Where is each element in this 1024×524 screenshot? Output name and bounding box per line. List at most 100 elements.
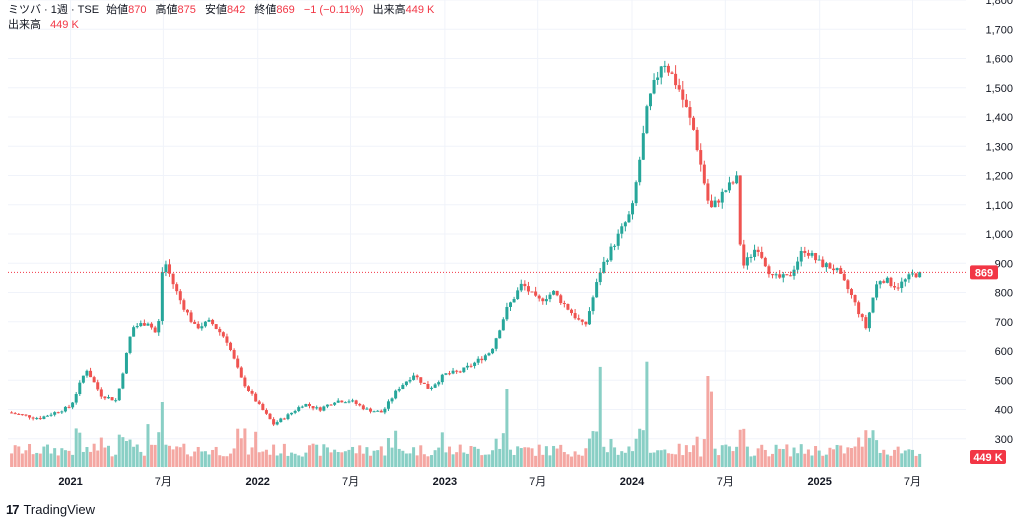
candle-body — [408, 379, 412, 382]
candle-body — [17, 413, 21, 415]
candle-body — [641, 133, 645, 160]
candle-body — [771, 274, 775, 276]
volume-bar — [419, 445, 423, 467]
candle-body — [587, 311, 591, 325]
volume-bar — [487, 454, 491, 467]
symbol-label[interactable]: ミツバ · 1週 · TSE — [8, 4, 100, 16]
candle-body — [78, 382, 82, 395]
volume-bar — [444, 452, 448, 467]
candle-body — [451, 370, 455, 374]
candle-body — [731, 182, 735, 184]
candle-body — [236, 358, 240, 368]
candle-body — [81, 375, 85, 383]
volume-bar — [638, 428, 642, 467]
volume-bar — [875, 440, 879, 467]
candle-body — [659, 66, 663, 78]
volume-bar — [110, 456, 114, 467]
volume-bar — [688, 452, 692, 467]
volume-bar — [684, 445, 688, 467]
volume-bar — [214, 446, 218, 467]
candle-body — [706, 183, 710, 201]
candle-body — [871, 297, 875, 313]
candle-body — [907, 274, 911, 280]
volume-bar — [56, 455, 60, 467]
candle-body — [157, 321, 161, 333]
candle-body — [146, 323, 150, 326]
time-axis[interactable]: 2021 7月 2022 7月 2023 7月 2024 7月 2025 7月 — [58, 476, 921, 488]
y-tick-label: 1,400 — [985, 112, 1013, 124]
candle-body — [853, 295, 857, 303]
candle-body — [175, 284, 179, 292]
volume-bar — [42, 446, 46, 467]
low-label: 安値 — [204, 4, 227, 16]
candle-body — [422, 382, 426, 384]
volume-bar — [627, 446, 631, 467]
candle-body — [846, 280, 850, 290]
volume-bar — [663, 449, 667, 467]
tradingview-brand[interactable]: 17 TradingView — [6, 500, 95, 518]
volume-bar — [160, 402, 164, 467]
candle-body — [246, 386, 250, 391]
volume-bar — [412, 447, 416, 467]
candle-body — [670, 72, 674, 74]
volume-bar — [910, 449, 914, 467]
volume-bars — [10, 361, 922, 467]
candle-body — [530, 291, 534, 293]
candle-body — [584, 321, 588, 325]
volume-bar — [598, 366, 602, 467]
y-tick-label: 900 — [995, 258, 1013, 270]
candle-body — [124, 352, 128, 374]
candle-body — [329, 404, 333, 406]
candle-body — [508, 302, 512, 307]
candle-body — [232, 350, 236, 359]
open-value: 870 — [128, 4, 147, 16]
candle-body — [121, 373, 125, 389]
candle-body — [781, 274, 785, 278]
price-axis[interactable]: 300 400 500 600 700 800 900 1,000 1,100 1,200 1,30… — [985, 0, 1013, 446]
volume-row[interactable]: 出来高 449 K — [8, 18, 440, 33]
volume-indicator-label: 出来高 — [8, 19, 41, 31]
candle-body — [602, 261, 606, 273]
volume-bar — [562, 452, 566, 467]
candle-body — [767, 266, 771, 275]
volume-bar — [96, 450, 100, 467]
candle-body — [401, 384, 405, 389]
candle-body — [229, 342, 233, 351]
candle-body — [882, 281, 886, 283]
candle-body — [67, 406, 71, 408]
volume-bar — [38, 453, 42, 467]
candle-body — [566, 304, 570, 310]
candle-body — [447, 373, 451, 375]
volume-bar — [745, 446, 749, 467]
volume-bar — [426, 456, 430, 467]
volume-bar — [907, 449, 911, 467]
volume-bar — [286, 455, 290, 467]
volume-bar — [189, 456, 193, 467]
volume-bar — [505, 389, 509, 467]
volume-bar — [835, 444, 839, 467]
volume-bar — [767, 456, 771, 467]
candle-body — [430, 387, 434, 389]
volume-bar — [605, 452, 609, 467]
candle-body — [724, 190, 728, 192]
x-tick-label: 7月 — [342, 476, 359, 488]
close-label: 終値 — [254, 4, 277, 16]
candle-body — [214, 324, 218, 329]
candle-body — [570, 309, 574, 314]
volume-bar — [24, 450, 28, 467]
candle-body — [455, 370, 459, 372]
candle-body — [218, 328, 222, 333]
volume-bar — [85, 447, 89, 467]
candle-body — [415, 375, 419, 378]
candle-body — [282, 418, 286, 420]
volume-bar — [781, 449, 785, 467]
candle-body — [38, 418, 42, 420]
candle-body — [31, 417, 35, 419]
candle-body — [885, 277, 889, 283]
candle-body — [573, 313, 577, 319]
candle-body — [473, 362, 477, 366]
candle-body — [609, 246, 613, 261]
volume-bar — [218, 455, 222, 467]
volume-bar — [760, 444, 764, 467]
